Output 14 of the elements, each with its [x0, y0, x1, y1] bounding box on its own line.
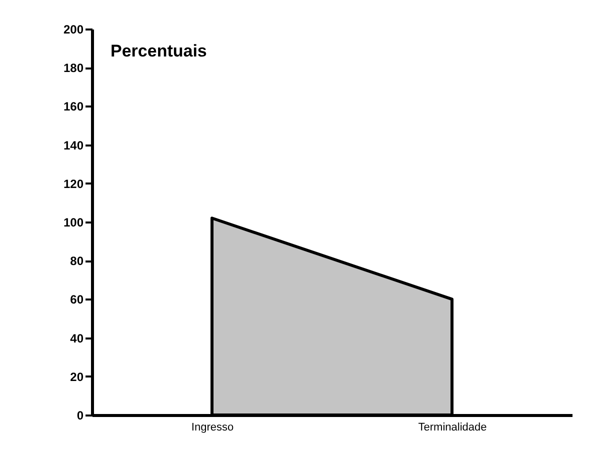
y-tick-label: 160: [63, 100, 84, 114]
y-tick-label: 60: [70, 292, 84, 307]
x-tick-label: Terminalidade: [418, 422, 487, 434]
y-tick-label: 40: [70, 331, 84, 346]
y-tick-label: 120: [63, 176, 84, 191]
y-tick-label: 0: [76, 408, 84, 422]
y-tick-label: 140: [63, 138, 84, 152]
y-tick-label: 80: [70, 254, 84, 268]
y-tick-label: 100: [63, 216, 84, 230]
y-tick-label: 20: [70, 370, 84, 384]
y-tick-label: 180: [63, 61, 84, 76]
y-axis-title: Percentuais: [110, 42, 207, 60]
y-tick-label: 200: [63, 22, 84, 36]
x-tick-label: Ingresso: [191, 422, 234, 434]
